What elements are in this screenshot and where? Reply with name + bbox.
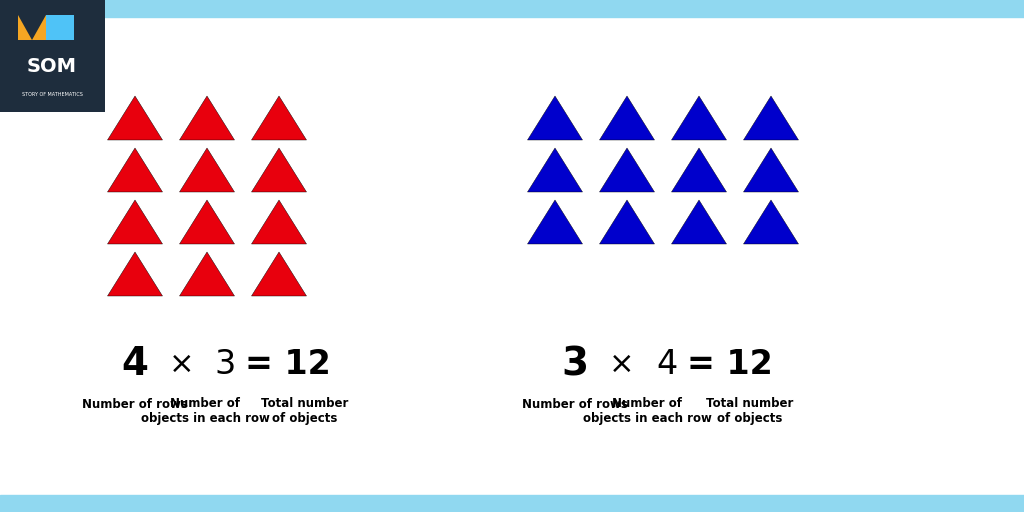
Polygon shape xyxy=(252,96,306,140)
Text: 3: 3 xyxy=(561,345,589,383)
Polygon shape xyxy=(743,148,799,192)
Polygon shape xyxy=(672,200,726,244)
FancyBboxPatch shape xyxy=(46,15,74,40)
Polygon shape xyxy=(18,15,46,40)
Text: Total number
of objects: Total number of objects xyxy=(707,397,794,425)
Text: = 12: = 12 xyxy=(687,348,773,380)
Bar xyxy=(0,495,1024,512)
Polygon shape xyxy=(599,148,654,192)
Polygon shape xyxy=(179,148,234,192)
Polygon shape xyxy=(527,148,583,192)
Polygon shape xyxy=(179,200,234,244)
Text: STORY OF MATHEMATICS: STORY OF MATHEMATICS xyxy=(22,92,83,96)
Polygon shape xyxy=(743,200,799,244)
Polygon shape xyxy=(672,96,726,140)
Text: ×: × xyxy=(169,350,195,378)
Polygon shape xyxy=(672,148,726,192)
Text: 3: 3 xyxy=(214,348,236,380)
Polygon shape xyxy=(252,148,306,192)
Text: Number of
objects in each row: Number of objects in each row xyxy=(140,397,269,425)
Polygon shape xyxy=(108,200,163,244)
Polygon shape xyxy=(179,96,234,140)
Text: 4: 4 xyxy=(656,348,678,380)
FancyBboxPatch shape xyxy=(0,0,105,112)
Polygon shape xyxy=(252,200,306,244)
Polygon shape xyxy=(599,200,654,244)
Text: Total number
of objects: Total number of objects xyxy=(261,397,349,425)
Polygon shape xyxy=(743,96,799,140)
Polygon shape xyxy=(527,200,583,244)
Bar xyxy=(0,0,1024,17)
Text: 4: 4 xyxy=(122,345,148,383)
Polygon shape xyxy=(108,148,163,192)
Text: Number of
objects in each row: Number of objects in each row xyxy=(583,397,712,425)
Text: Number of rows: Number of rows xyxy=(522,397,628,411)
Text: ×: × xyxy=(609,350,635,378)
Text: SOM: SOM xyxy=(27,57,77,76)
Polygon shape xyxy=(108,252,163,296)
Polygon shape xyxy=(527,96,583,140)
Text: Number of rows: Number of rows xyxy=(82,397,188,411)
Polygon shape xyxy=(179,252,234,296)
Polygon shape xyxy=(599,96,654,140)
FancyBboxPatch shape xyxy=(18,15,46,40)
Text: = 12: = 12 xyxy=(245,348,331,380)
Polygon shape xyxy=(108,96,163,140)
Polygon shape xyxy=(252,252,306,296)
